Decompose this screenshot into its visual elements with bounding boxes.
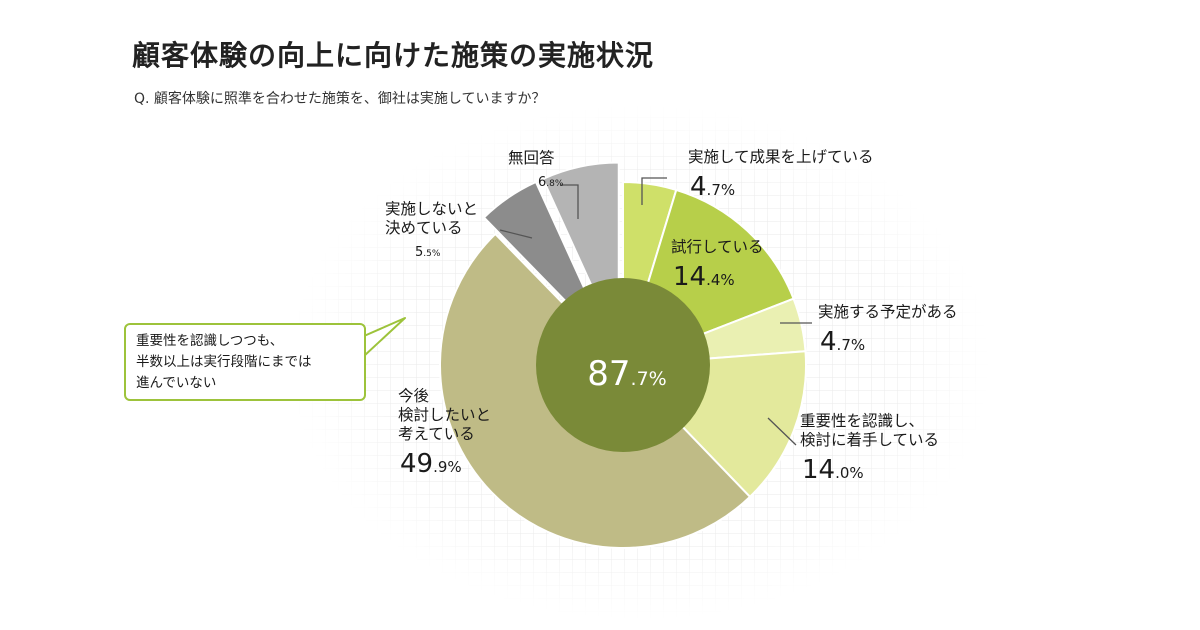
inner-summary-disc: [536, 278, 710, 452]
slice-4-value-label: 14.0%: [802, 455, 864, 485]
slice-1-value-label: 4.7%: [690, 172, 735, 202]
slice-7-label-line-1: 無回答: [508, 149, 555, 167]
chart-title: 顧客体験の向上に向けた施策の実施状況: [132, 39, 655, 72]
slice-4-label-line-2: 検討に着手している: [800, 431, 939, 449]
slice-6-label-line-2: 決めている: [385, 219, 463, 237]
callout-box: 重要性を認識しつつも、 半数以上は実行段階にまでは 進んでいない: [124, 323, 366, 401]
callout-line-3: 進んでいない: [136, 375, 217, 391]
slice-6-leader-line: [499, 229, 533, 239]
slice-4-label-line-1: 重要性を認識し、: [800, 412, 924, 430]
slice-6-value-label: 5.5%: [415, 245, 441, 260]
slice-6-label-line-1: 実施しないと: [385, 200, 478, 218]
slice-1-label-line-1: 実施して成果を上げている: [688, 148, 874, 166]
callout-line-1: 重要性を認識しつつも、: [136, 333, 284, 349]
slice-7-leader-line: [560, 184, 579, 219]
callout-line-2: 半数以上は実行段階にまでは: [136, 354, 312, 370]
slice-5-value-label: 49.9%: [400, 449, 462, 479]
slice-4-leader-line: [767, 417, 797, 446]
slice-2-value-label: 14.4%: [673, 262, 735, 292]
slice-3-value-label: 4.7%: [820, 327, 865, 357]
slice-5-label-line-2: 検討したいと: [398, 406, 491, 424]
inner-summary-value: 87.7%: [587, 354, 666, 394]
slice-5-label-line-3: 考えている: [398, 425, 475, 443]
slice-2-label-line-1: 試行している: [671, 238, 764, 256]
survey-question: Q. 顧客体験に照準を合わせた施策を、御社は実施していますか？: [134, 91, 546, 107]
slice-7-value-label: 6.8%: [538, 175, 564, 190]
slice-3-label-line-1: 実施する予定がある: [818, 303, 958, 321]
slice-5-label-line-1: 今後: [398, 387, 430, 405]
slice-1-leader-line: [641, 177, 667, 205]
